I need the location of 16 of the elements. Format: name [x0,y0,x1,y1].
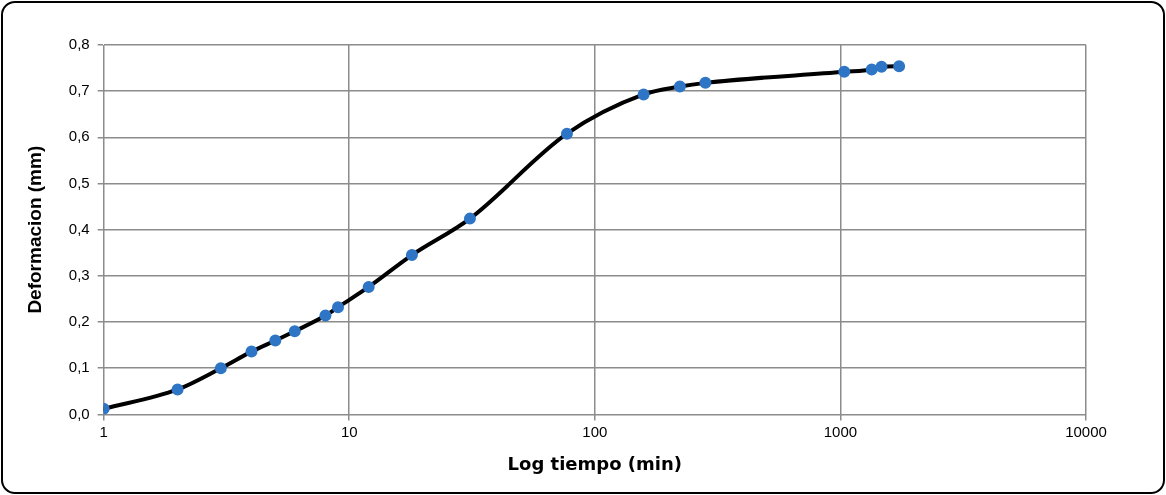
y-tick-label: 0,8 [68,35,90,53]
x-tick-label: 1 [99,422,108,440]
x-axis-title: Log tiempo (min) [507,452,683,474]
x-tick-label: 10000 [1065,422,1107,440]
x-tick-label: 100 [582,422,608,440]
y-tick-label: 0,2 [68,312,90,330]
y-tick-label: 0,0 [68,404,90,422]
y-tick-label: 0,6 [68,127,90,145]
y-tick-label: 0,7 [68,81,90,99]
y-tick-label: 0,3 [68,266,90,284]
y-tick-label: 0,5 [68,173,90,191]
y-axis-title: Deformacion (mm) [23,145,45,314]
x-tick-label: 1000 [823,422,858,440]
y-tick-label: 0,1 [68,358,90,376]
x-tick-label: 10 [340,422,358,440]
y-tick-label: 0,4 [68,219,90,237]
